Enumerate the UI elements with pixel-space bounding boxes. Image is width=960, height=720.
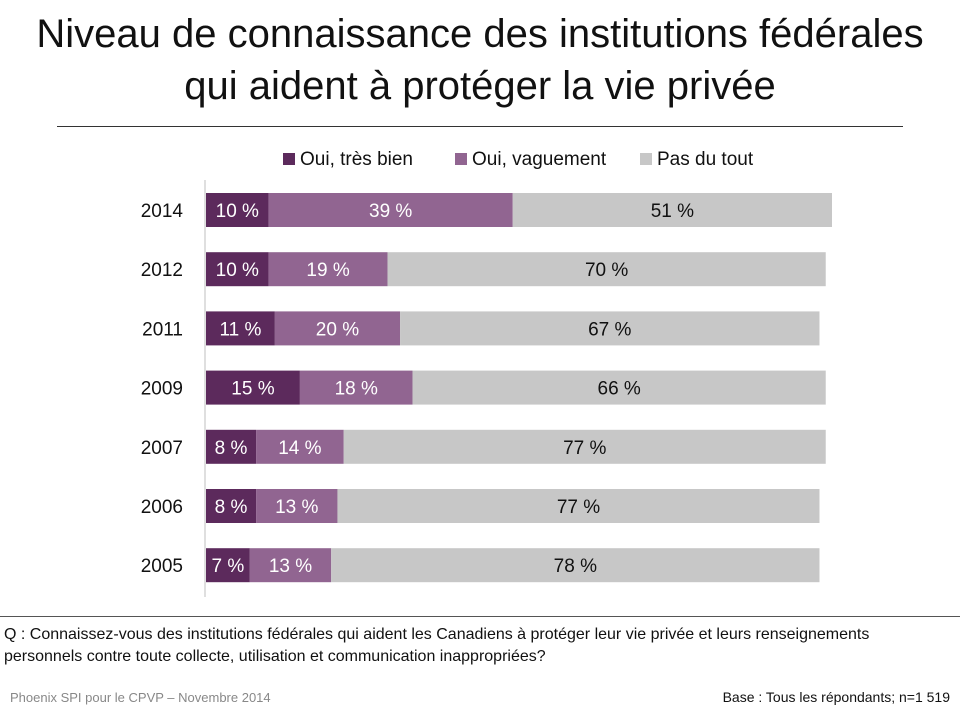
footer-base: Base : Tous les répondants; n=1 519	[722, 689, 950, 705]
footer-source: Phoenix SPI pour le CPVP – Novembre 2014	[10, 690, 271, 705]
bar-2007-series-1	[206, 429, 257, 464]
category-label-2012: 2012	[141, 260, 183, 281]
bar-2009-series-1	[206, 370, 300, 405]
data-label-2014-series-3: 51 %	[651, 201, 694, 222]
data-label-2007-series-1: 8 %	[215, 438, 248, 459]
bar-2012-series-3	[387, 252, 826, 287]
category-label-2006: 2006	[141, 497, 183, 518]
question-divider	[0, 616, 960, 617]
legend-swatch-1	[283, 153, 295, 165]
bar-2011-series-1	[206, 311, 275, 346]
bar-2006-series-1	[206, 489, 257, 523]
chart-title: Niveau de connaissance des institutions …	[0, 8, 960, 112]
legend-swatch-2	[455, 153, 467, 165]
data-label-2009-series-2: 18 %	[335, 379, 378, 400]
data-label-2014-series-1: 10 %	[216, 201, 259, 222]
bar-2007-series-3	[343, 429, 826, 464]
data-label-2012-series-3: 70 %	[585, 260, 628, 281]
survey-question: Q : Connaissez-vous des institutions féd…	[4, 626, 870, 665]
stacked-bar-chart: Oui, très bien Oui, vaguement Pas du tout 2…	[141, 149, 832, 597]
data-label-2011-series-3: 67 %	[588, 319, 631, 340]
legend-label-3: Pas du tout	[657, 149, 754, 170]
bar-2014-series-3	[512, 193, 832, 227]
data-label-2007-series-2: 14 %	[278, 438, 321, 459]
data-label-2012-series-1: 10 %	[216, 260, 259, 281]
data-label-2007-series-3: 77 %	[563, 438, 606, 459]
bar-2011-series-2	[274, 311, 401, 346]
bar-2007-series-2	[256, 429, 344, 464]
chart-title-line-1: Niveau de connaissance des institutions …	[36, 12, 924, 56]
category-label-2009: 2009	[141, 379, 183, 400]
legend-swatch-3	[640, 153, 652, 165]
title-divider	[57, 126, 903, 127]
category-label-2011: 2011	[142, 319, 183, 340]
bar-2005-series-1	[206, 548, 250, 583]
data-label-2011-series-1: 11 %	[219, 319, 261, 340]
bar-2012-series-1	[206, 252, 269, 287]
data-label-2009-series-1: 15 %	[231, 379, 274, 400]
data-label-2006-series-3: 77 %	[557, 497, 600, 518]
bar-2009-series-2	[299, 370, 413, 405]
data-label-2009-series-3: 66 %	[598, 379, 641, 400]
legend-label-2: Oui, vaguement	[472, 149, 607, 170]
data-label-2011-series-2: 20 %	[316, 319, 359, 340]
category-label-2005: 2005	[141, 556, 183, 577]
bar-2011-series-3	[400, 311, 820, 346]
bar-2006-series-3	[337, 489, 820, 523]
data-label-2006-series-1: 8 %	[215, 497, 248, 518]
data-label-2006-series-2: 13 %	[275, 497, 318, 518]
bar-2009-series-3	[412, 370, 826, 405]
bar-2012-series-2	[268, 252, 388, 287]
chart-title-line-2: qui aident à protéger la vie privée	[184, 64, 776, 108]
category-label-2007: 2007	[141, 438, 183, 459]
bar-2014-series-1	[206, 193, 269, 227]
data-label-2005-series-2: 13 %	[269, 556, 312, 577]
data-label-2005-series-3: 78 %	[554, 556, 597, 577]
bar-2005-series-3	[331, 548, 820, 583]
bar-2005-series-2	[249, 548, 332, 583]
bar-2006-series-2	[256, 489, 338, 523]
bar-2014-series-2	[268, 193, 513, 227]
data-label-2005-series-1: 7 %	[212, 556, 245, 577]
data-label-2012-series-2: 19 %	[306, 260, 349, 281]
category-label-2014: 2014	[141, 201, 184, 222]
legend-label-1: Oui, très bien	[300, 149, 413, 170]
data-label-2014-series-2: 39 %	[369, 201, 412, 222]
